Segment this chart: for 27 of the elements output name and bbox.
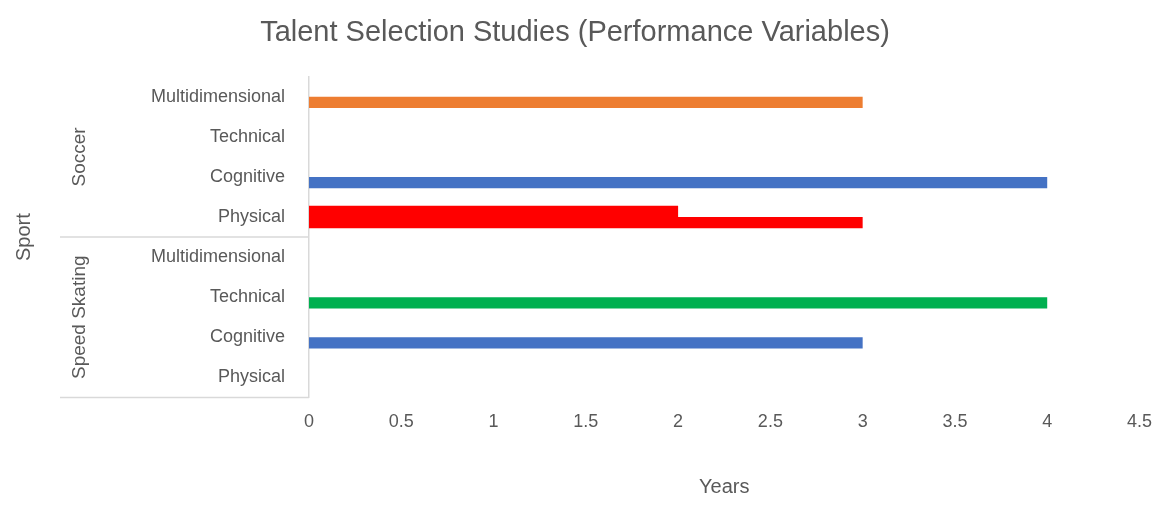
y-tick-label: Technical [209,286,285,307]
y-tick-label: Physical [217,206,285,227]
x-axis-title: Years [699,474,750,497]
y-tick-label: Technical [209,125,285,146]
text: Soccer [68,126,90,187]
x-tick-label: 1 [488,411,499,432]
x-tick-label: 1.5 [573,411,599,432]
y-tick-label: Multidimensional [150,246,285,267]
bar [309,297,1048,309]
x-tick-label: 2 [673,411,684,432]
x-tick-label: 4 [1042,411,1053,432]
bar [309,96,863,109]
y-tick-label: Multidimensional [150,85,285,106]
bar [309,176,1048,189]
x-tick-label: 0 [303,411,315,432]
chart-title: Talent Selection Studies (Performance Variables) [260,15,890,48]
x-tick-label: 0.5 [388,411,414,432]
x-tick-label: 3 [857,411,868,432]
text: Sport [11,212,34,262]
x-tick-label: 2.5 [757,411,783,432]
text: Speed Skating [68,255,90,380]
x-tick-label: 4.5 [1126,411,1152,432]
x-tick-label: 3.5 [942,411,968,432]
bar [309,337,863,349]
y-tick-label: Cognitive [209,326,285,347]
y-tick-label: Physical [217,366,285,387]
y-tick-label: Cognitive [209,165,285,186]
